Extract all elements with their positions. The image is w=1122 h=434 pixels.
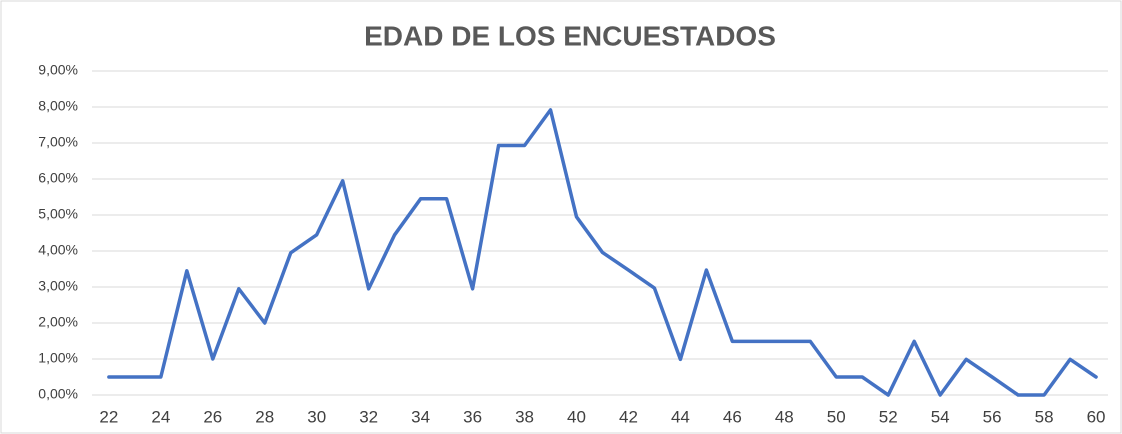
x-tick-label: 34 — [411, 407, 430, 426]
x-tick-label: 54 — [931, 407, 950, 426]
x-tick-label: 42 — [619, 407, 638, 426]
x-tick-label: 40 — [567, 407, 586, 426]
x-tick-label: 60 — [1087, 407, 1106, 426]
x-tick-label: 44 — [671, 407, 690, 426]
y-tick-label: 4,00% — [38, 242, 78, 258]
x-tick-label: 52 — [879, 407, 898, 426]
y-tick-label: 8,00% — [38, 98, 78, 114]
x-tick-label: 38 — [515, 407, 534, 426]
data-line — [107, 108, 1098, 397]
x-tick-label: 22 — [99, 407, 118, 426]
x-tick-label: 30 — [307, 407, 326, 426]
y-tick-label: 5,00% — [38, 206, 78, 222]
x-tick-label: 36 — [463, 407, 482, 426]
x-tick-label: 46 — [723, 407, 742, 426]
y-tick-label: 1,00% — [38, 350, 78, 366]
y-tick-label: 3,00% — [38, 278, 78, 294]
y-tick-label: 9,00% — [38, 62, 78, 78]
y-tick-label: 6,00% — [38, 170, 78, 186]
x-tick-label: 32 — [359, 407, 378, 426]
y-tick-label: 7,00% — [38, 134, 78, 150]
x-tick-label: 26 — [203, 407, 222, 426]
x-tick-label: 56 — [983, 407, 1002, 426]
x-tick-label: 24 — [151, 407, 170, 426]
x-tick-label: 58 — [1035, 407, 1054, 426]
x-tick-label: 48 — [775, 407, 794, 426]
y-tick-label: 2,00% — [38, 314, 78, 330]
x-tick-label: 28 — [255, 407, 274, 426]
chart-title: EDAD DE LOS ENCUESTADOS — [364, 20, 776, 51]
x-tick-label: 50 — [827, 407, 846, 426]
y-tick-label: 0,00% — [38, 386, 78, 402]
